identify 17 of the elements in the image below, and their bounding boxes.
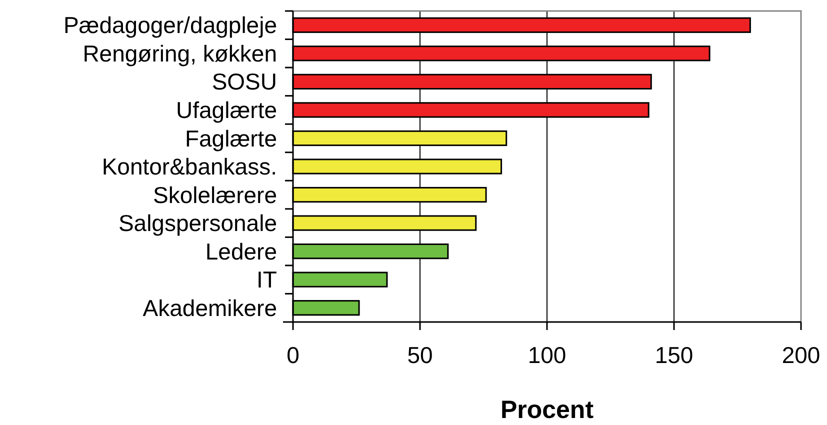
y-tick-label: Faglærte [184, 125, 277, 152]
x-tick-label: 0 [286, 342, 300, 368]
y-tick-label: Kontor&bankass. [102, 154, 277, 180]
y-tick-label: Ledere [205, 238, 277, 264]
y-tick-label: Akademikere [142, 294, 277, 321]
y-tick-label: Salgspersonale [118, 210, 277, 236]
x-tick-label: 150 [654, 342, 694, 368]
x-tick-label: 200 [782, 342, 820, 368]
x-axis-title: Procent [500, 396, 594, 424]
y-tick-label: Pædagoger/dagpleje [63, 12, 277, 38]
y-tick-label: SOSU [212, 68, 277, 95]
y-tick-label: Skolelærere [153, 182, 277, 208]
x-tick-label: 50 [407, 342, 433, 368]
y-tick-label: Rengøring, køkken [82, 40, 277, 66]
y-tick-label: IT [256, 266, 277, 293]
x-tick-label: 100 [528, 342, 566, 368]
y-tick-label: Ufaglærte [176, 97, 277, 124]
